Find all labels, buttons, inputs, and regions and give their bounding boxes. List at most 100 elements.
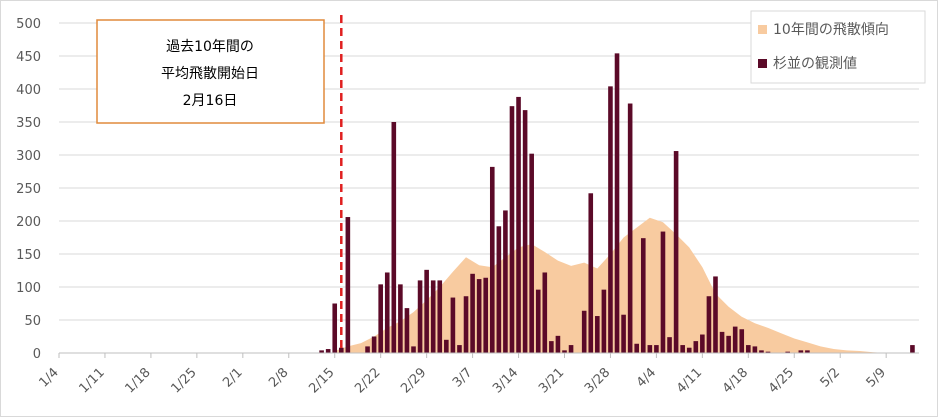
legend-label-trend: 10年間の飛散傾向 [773, 22, 889, 38]
x-tick-label: 5/2 [818, 365, 843, 390]
legend-frame [750, 10, 926, 84]
legend-swatch-trend [758, 25, 767, 34]
y-tick-label: 250 [16, 182, 41, 197]
y-tick-label: 100 [16, 281, 41, 296]
y-tick-label: 0 [33, 347, 41, 362]
x-tick-label: 3/7 [450, 365, 475, 390]
observed-bar [463, 296, 469, 353]
observed-bar [417, 280, 423, 353]
observed-bar [686, 347, 692, 353]
observed-bar [549, 341, 554, 353]
y-tick-label: 300 [16, 149, 41, 164]
observed-bar [489, 166, 495, 353]
x-tick-label: 4/25 [766, 365, 797, 396]
y-tick-label: 350 [16, 116, 41, 131]
x-tick-label: 2/29 [398, 365, 429, 396]
observed-bar [529, 153, 534, 353]
observed-bar [391, 122, 397, 353]
observed-bar [476, 279, 482, 353]
observed-bar [457, 345, 462, 353]
x-tick-label: 5/9 [864, 365, 889, 390]
observed-bar [483, 277, 489, 353]
legend-swatch-observed [758, 59, 767, 68]
observed-bar [430, 280, 436, 353]
observed-bar [732, 326, 738, 353]
annotation-line-2: 平均飛散開始日 [161, 66, 259, 82]
x-tick-label: 2/15 [306, 365, 337, 396]
observed-bar [404, 308, 410, 353]
observed-bar [345, 217, 351, 353]
observed-bar [660, 231, 666, 353]
x-tick-label: 3/28 [582, 365, 613, 396]
observed-bar [614, 53, 620, 354]
observed-bar [601, 289, 607, 353]
y-tick-label: 450 [16, 50, 41, 65]
x-tick-label: 1/18 [122, 365, 153, 396]
observed-bar [437, 280, 443, 353]
observed-bar [535, 289, 541, 353]
observed-bar [581, 310, 587, 353]
observed-bar [470, 273, 475, 353]
annotation-box: 過去10年間の 平均飛散開始日 2月16日 [96, 19, 325, 124]
x-tick-label: 4/11 [674, 365, 705, 396]
observed-bar [726, 335, 731, 353]
x-tick-label: 2/1 [220, 365, 245, 390]
y-tick-label: 50 [24, 314, 41, 329]
observed-bar [568, 345, 574, 353]
observed-bar [522, 110, 528, 354]
x-tick-label: 4/4 [634, 365, 659, 390]
observed-bar [338, 347, 344, 353]
observed-bar [319, 350, 324, 353]
observed-bar [424, 269, 429, 353]
observed-bar [752, 346, 758, 353]
observed-bar [450, 297, 456, 353]
observed-bar [759, 350, 764, 353]
observed-bar [411, 346, 416, 353]
y-tick-label: 400 [16, 83, 41, 98]
observed-bar [647, 345, 653, 353]
observed-bar [739, 329, 745, 353]
observed-bar [719, 331, 725, 353]
observed-bar [713, 276, 718, 353]
legend-label-observed: 杉並の観測値 [773, 55, 857, 72]
y-tick-label: 500 [16, 17, 41, 32]
observed-bar [595, 316, 600, 353]
y-axis-ticks: 0 50 100 150 200 250 300 350 400 450 500 [16, 17, 41, 362]
observed-bar [627, 103, 633, 354]
observed-bar [634, 343, 640, 353]
y-tick-label: 200 [16, 215, 41, 230]
observed-bar [325, 349, 331, 353]
x-tick-label: 4/18 [720, 365, 751, 396]
observed-bar [509, 106, 515, 353]
observed-bar [640, 238, 646, 353]
observed-bar [398, 284, 403, 353]
observed-bar [798, 350, 804, 353]
x-tick-label: 3/21 [536, 365, 567, 396]
observed-bar [384, 272, 390, 353]
legend: 10年間の飛散傾向 杉並の観測値 [750, 10, 926, 84]
observed-bar [785, 351, 790, 353]
observed-bar [332, 303, 338, 353]
observed-bar [765, 351, 771, 353]
observed-bar [910, 345, 915, 353]
observed-bar [516, 96, 521, 354]
observed-bar [706, 296, 712, 353]
observed-bar [503, 210, 508, 353]
observed-bar [542, 272, 548, 353]
observed-bar [667, 337, 672, 353]
x-tick-label: 3/14 [490, 365, 521, 396]
observed-bar [555, 335, 561, 353]
x-tick-label: 1/11 [77, 365, 108, 396]
y-tick-label: 150 [16, 248, 41, 263]
observed-bars [319, 53, 915, 354]
observed-bar [365, 346, 370, 353]
observed-bar [654, 345, 659, 353]
observed-bar [746, 345, 751, 353]
observed-bar [693, 341, 699, 353]
observed-bar [496, 226, 502, 353]
x-axis-ticks: 1/4 1/11 1/18 1/25 2/1 2/8 2/15 2/22 2/29 3/7 3/14… [36, 353, 889, 396]
observed-bar [621, 314, 626, 353]
observed-bar [673, 151, 679, 353]
